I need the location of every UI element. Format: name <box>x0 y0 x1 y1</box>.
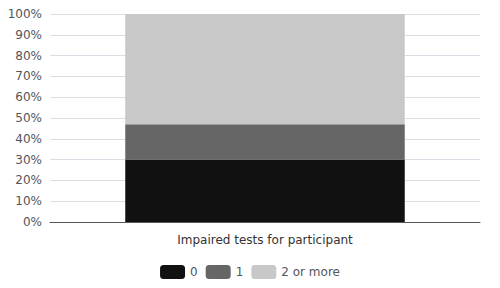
svg-text:50%: 50% <box>15 111 42 125</box>
svg-text:20%: 20% <box>15 173 42 187</box>
svg-text:0%: 0% <box>23 215 42 229</box>
svg-text:70%: 70% <box>15 69 42 83</box>
svg-text:Impaired tests for participant: Impaired tests for participant <box>177 233 353 247</box>
svg-text:2 or more: 2 or more <box>281 265 340 279</box>
svg-text:30%: 30% <box>15 153 42 167</box>
svg-text:10%: 10% <box>15 194 42 208</box>
svg-text:90%: 90% <box>15 28 42 42</box>
svg-text:0: 0 <box>190 265 198 279</box>
svg-text:100%: 100% <box>8 7 42 21</box>
svg-text:1: 1 <box>236 265 244 279</box>
svg-text:80%: 80% <box>15 49 42 63</box>
svg-text:60%: 60% <box>15 90 42 104</box>
svg-text:40%: 40% <box>15 132 42 146</box>
